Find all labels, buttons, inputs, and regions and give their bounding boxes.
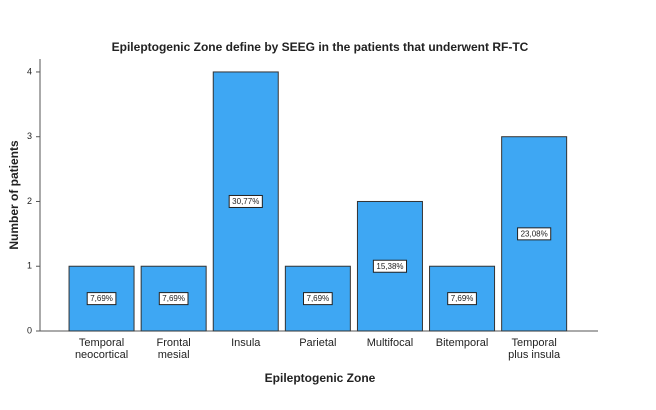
x-tick-label: Frontal mesial <box>156 337 191 361</box>
value-label: 7,69% <box>90 294 113 303</box>
x-tick-label: Insula <box>231 337 261 349</box>
value-label: 30,77% <box>232 197 259 206</box>
value-label: 7,69% <box>162 294 185 303</box>
value-label-box <box>228 194 263 208</box>
value-label: 7,69% <box>451 294 474 303</box>
value-label: 15,38% <box>376 262 403 271</box>
value-label-box <box>86 292 117 306</box>
y-tick-label: 1 <box>27 261 32 271</box>
value-label-box <box>158 292 189 306</box>
value-label-box <box>447 292 477 306</box>
value-label: 23,08% <box>521 229 548 238</box>
value-label: 7,69% <box>307 294 330 303</box>
x-tick-label: Temporal neocortical <box>74 337 129 361</box>
value-label-box <box>517 227 552 241</box>
x-tick-label: Parietal <box>299 337 337 349</box>
y-tick-label: 2 <box>27 196 32 206</box>
x-tick-label: Bitemporal <box>435 337 489 349</box>
y-tick-label: 3 <box>27 131 32 141</box>
x-axis-label: Epileptogenic Zone <box>265 371 376 385</box>
y-tick-label: 4 <box>27 66 32 76</box>
value-label-box <box>372 259 408 273</box>
x-tick-label: Temporal plus insula <box>508 337 561 361</box>
y-axis-label: Number of patients <box>7 140 21 250</box>
x-tick-label: Multifocal <box>366 337 414 349</box>
chart-title: Epileptogenic Zone define by SEEG in the… <box>112 40 529 54</box>
y-tick-label: 0 <box>27 325 32 335</box>
value-label-box <box>303 292 333 306</box>
